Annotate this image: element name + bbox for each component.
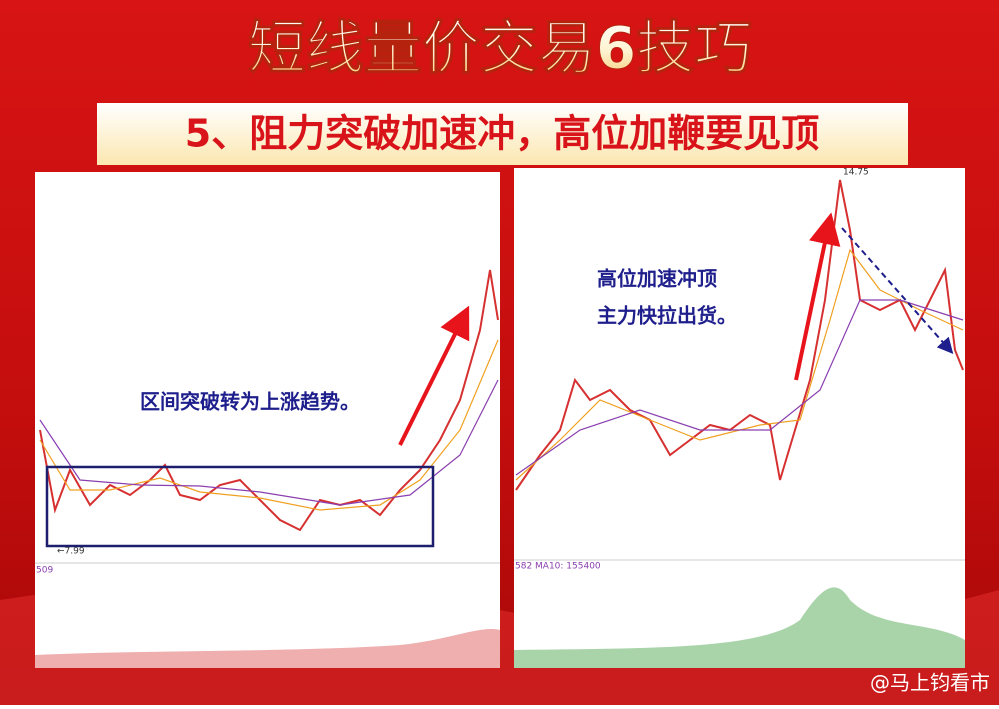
- volume-trace: [514, 587, 965, 668]
- high-label: 14.75: [843, 168, 869, 178]
- title: 短线量价交易6技巧: [248, 14, 752, 82]
- watermark: @马上钧看市: [870, 671, 990, 695]
- volume-label: 582 MA10: 155400: [515, 562, 601, 572]
- ma-line: [39, 339, 499, 511]
- arrow: [794, 212, 841, 381]
- annotation: 主力快拉出货。: [597, 304, 737, 328]
- volume-trace: [35, 628, 500, 668]
- volume-label: 509: [36, 566, 53, 576]
- low-label: ←7.99: [57, 547, 85, 557]
- ma-line: [39, 379, 499, 506]
- price-trace: [515, 179, 964, 491]
- annotation: 高位加速冲顶: [597, 267, 717, 291]
- price-trace: [39, 269, 499, 532]
- dashed-arrow: [841, 227, 954, 354]
- left-panel: [35, 172, 500, 668]
- arrow: [398, 305, 470, 446]
- ma-line: [515, 299, 964, 476]
- subtitle: 5、阻力突破加速冲，高位加鞭要见顶: [185, 112, 819, 156]
- right-panel: [514, 168, 965, 668]
- range-box: [45, 465, 435, 548]
- subtitle-box: [97, 103, 908, 165]
- annotation: 区间突破转为上涨趋势。: [140, 390, 360, 414]
